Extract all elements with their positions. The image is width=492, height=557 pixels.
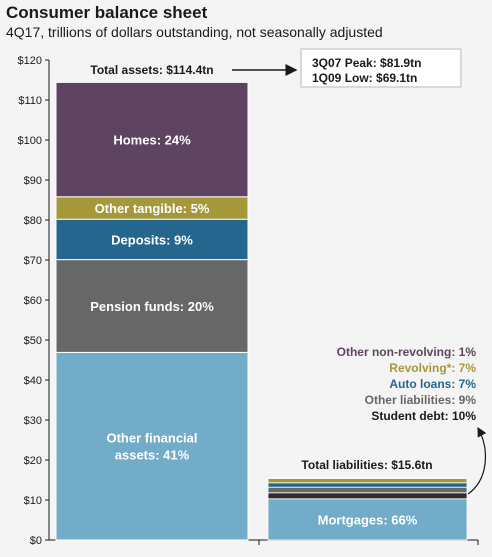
y-tick-label: $10 bbox=[24, 495, 42, 507]
bar-segment-mortgages bbox=[267, 498, 468, 541]
low-label: 1Q09 Low: $69.1tn bbox=[312, 71, 418, 85]
y-tick-label: $80 bbox=[24, 215, 42, 227]
bar-segment-pension-funds bbox=[55, 259, 249, 353]
annotations: Total assets: $114.4tn Total liabilities:… bbox=[90, 63, 487, 495]
total-liabilities-label: Total liabilities: $15.6tn bbox=[301, 458, 432, 472]
total-assets-label: Total assets: $114.4tn bbox=[90, 63, 213, 77]
y-tick-label: $20 bbox=[24, 455, 42, 467]
bar-segment-homes bbox=[55, 81, 249, 198]
peak-low-callout: 3Q07 Peak: $81.9tn 1Q09 Low: $69.1tn bbox=[300, 48, 462, 88]
bar-segment-other-financial-assets bbox=[55, 351, 249, 541]
bar-segment-student-debt bbox=[267, 492, 468, 500]
bar-segment-other-non-revolving bbox=[267, 477, 468, 479]
y-tick-label: $40 bbox=[24, 375, 42, 387]
liability-label-revolving: Revolving*: 7% bbox=[389, 361, 476, 375]
bar-segment-revolving bbox=[267, 477, 468, 484]
chart-subtitle: 4Q17, trillions of dollars outstanding, … bbox=[6, 24, 383, 40]
y-tick-label: $60 bbox=[24, 295, 42, 307]
liability-label-other-non-revolving: Other non-revolving: 1% bbox=[337, 345, 477, 359]
bar-segment-deposits bbox=[55, 218, 249, 261]
segment-label-mortgages: Mortgages: 66% bbox=[318, 512, 418, 527]
liability-label-other-liabilities: Other liabilities: 9% bbox=[365, 393, 477, 407]
bars: Other financial assets: 41% Pension funds:… bbox=[55, 81, 468, 541]
chart-title: Consumer balance sheet bbox=[6, 3, 208, 22]
liability-label-student-debt: Student debt: 10% bbox=[371, 409, 476, 423]
y-tick-label: $30 bbox=[24, 415, 42, 427]
y-tick-label: $100 bbox=[18, 135, 42, 147]
y-tick-label: $70 bbox=[24, 255, 42, 267]
liability-label-auto-loans: Auto loans: 7% bbox=[389, 377, 476, 391]
y-tick-label: $120 bbox=[18, 55, 42, 67]
y-tick-label: $50 bbox=[24, 335, 42, 347]
bar-segment-auto-loans bbox=[267, 482, 468, 488]
segment-label-other-financial-assets: Other financial bbox=[106, 431, 197, 446]
y-tick-label: $90 bbox=[24, 175, 42, 187]
peak-label: 3Q07 Peak: $81.9tn bbox=[312, 56, 422, 70]
segment-label-deposits: Deposits: 9% bbox=[111, 232, 193, 247]
y-tick-label: $110 bbox=[18, 95, 42, 107]
bar-segment-other-liabilities bbox=[267, 486, 468, 494]
segment-label-pension-funds: Pension funds: 20% bbox=[90, 299, 214, 314]
segment-label-other-tangible: Other tangible: 5% bbox=[95, 201, 210, 216]
segment-label-other-financial-assets: assets: 41% bbox=[115, 448, 190, 463]
liabilities-arrow bbox=[467, 426, 487, 495]
y-tick-label: $0 bbox=[30, 535, 42, 547]
segment-label-homes: Homes: 24% bbox=[113, 133, 191, 148]
